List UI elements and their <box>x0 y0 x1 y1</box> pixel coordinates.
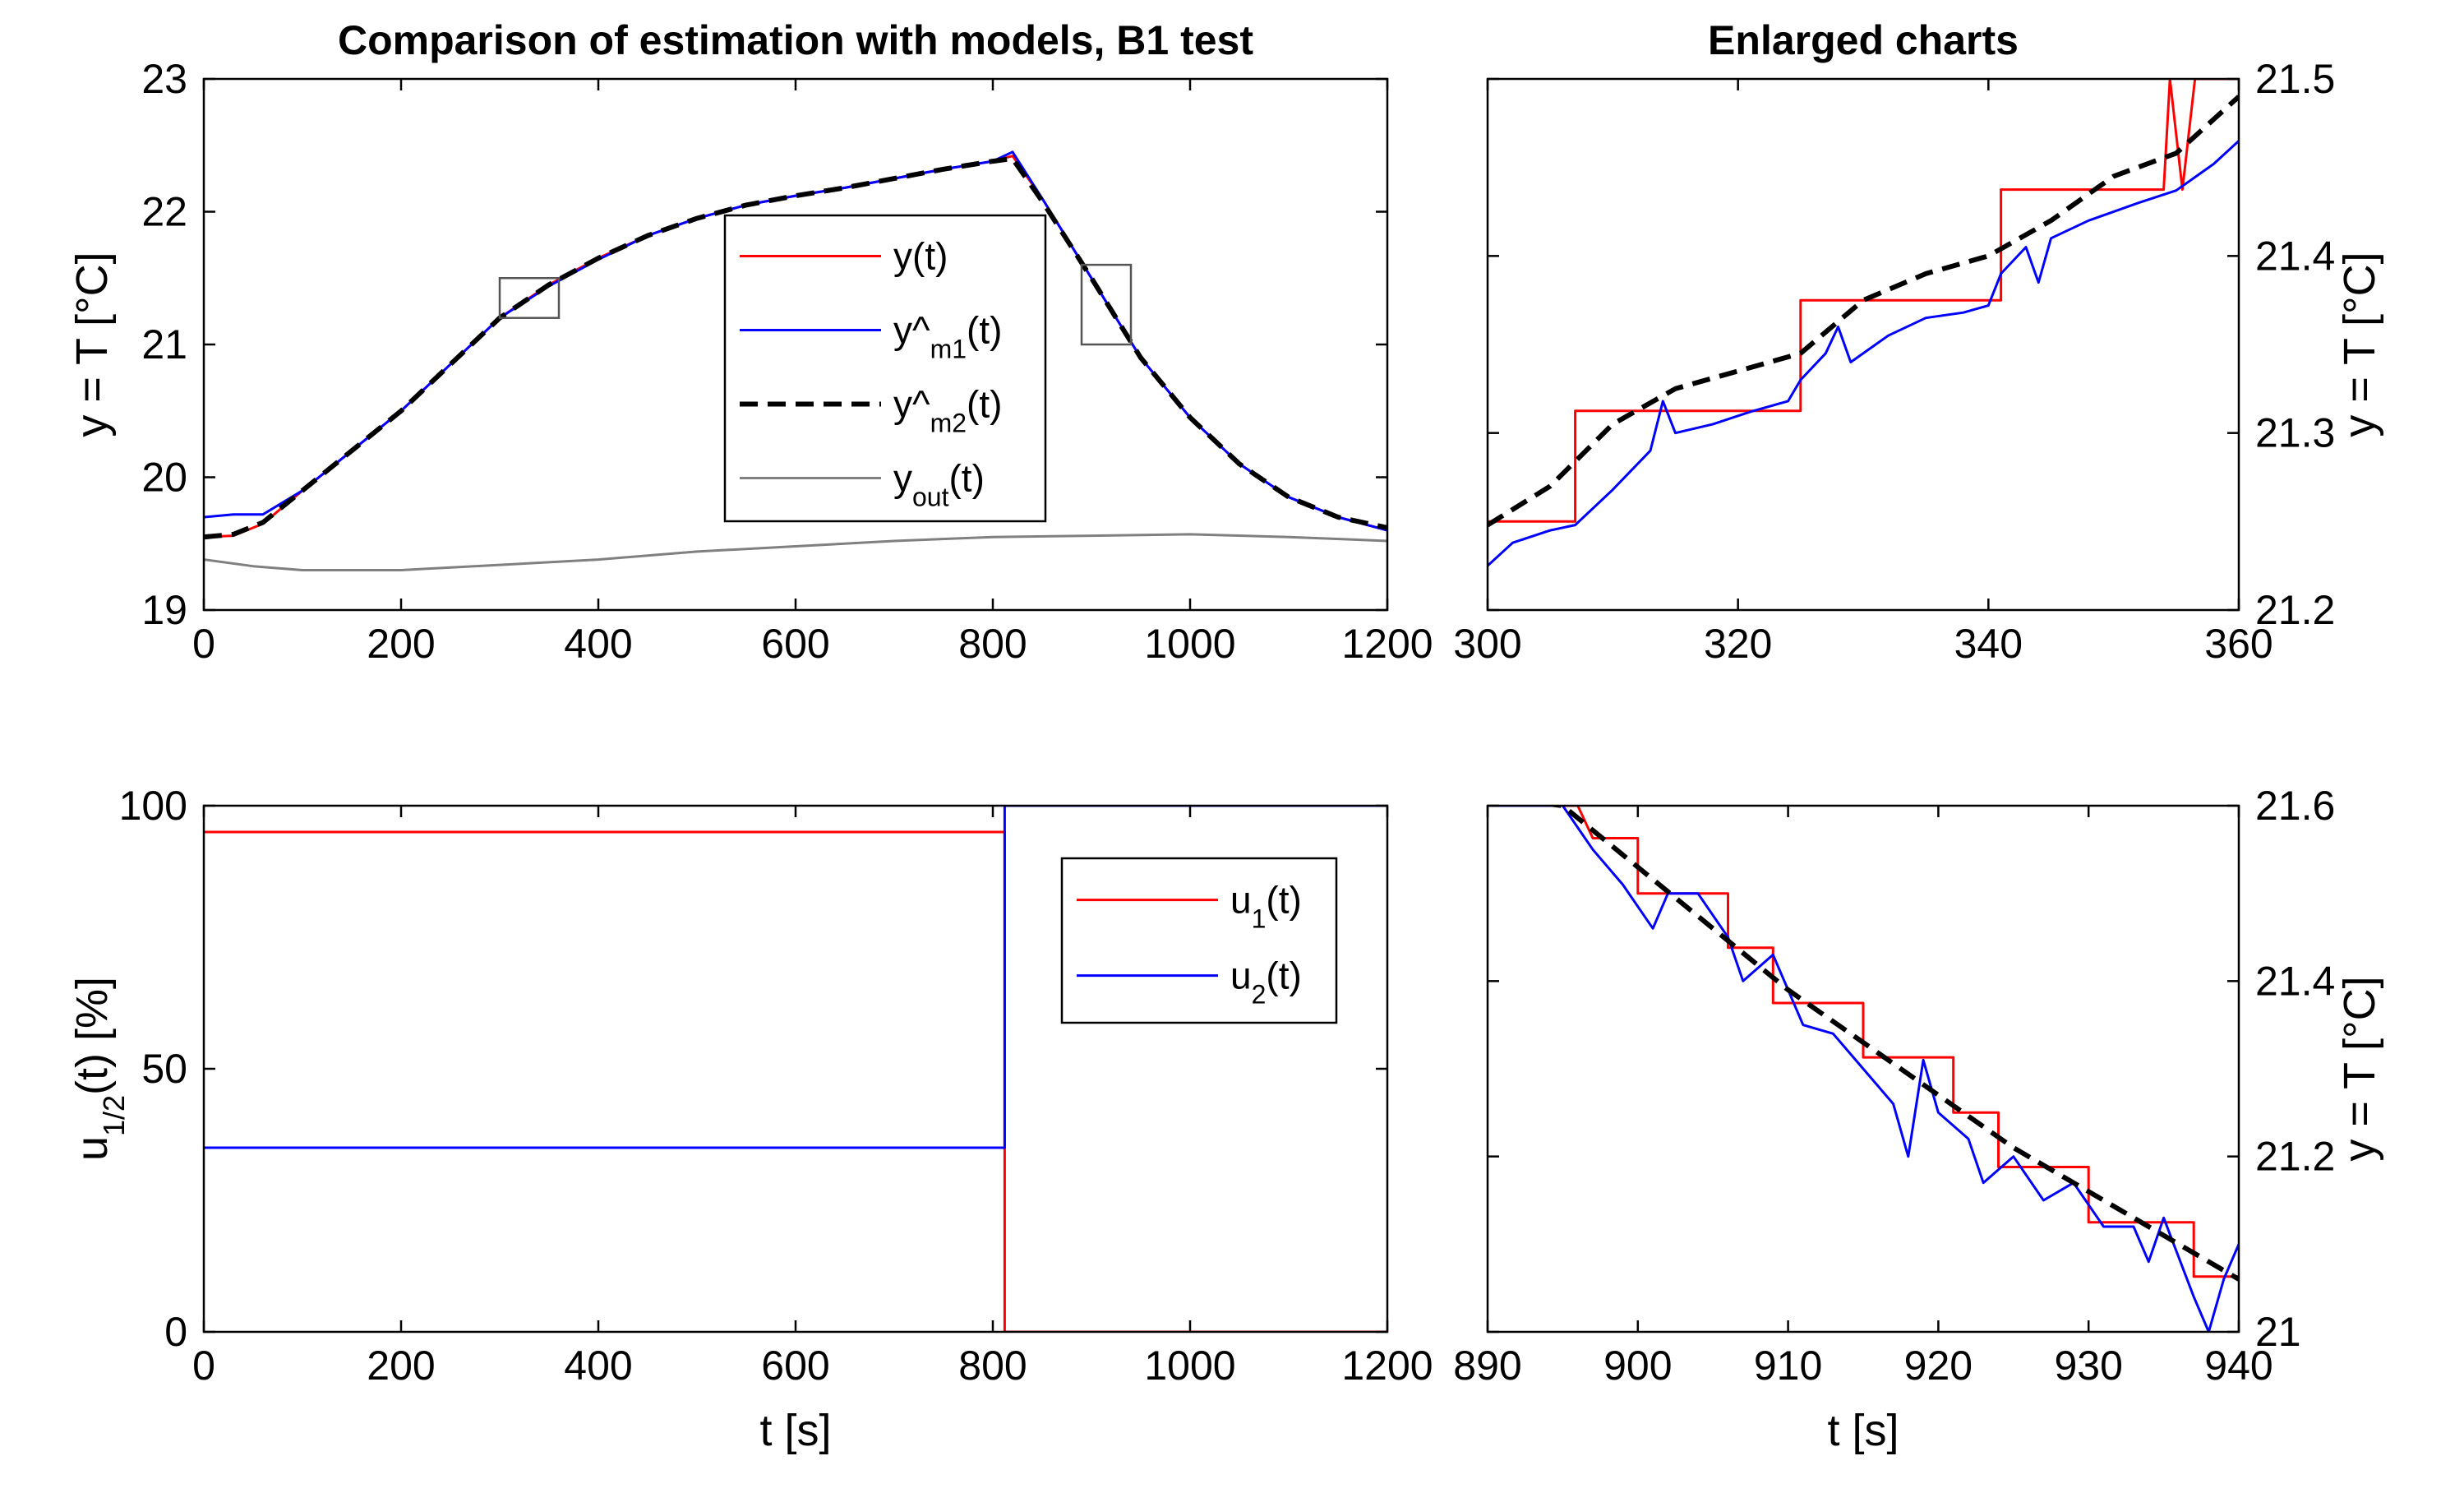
legend-label: y^m2(t) <box>893 383 1002 438</box>
series-line-y-m2-t- <box>1488 95 2239 528</box>
x-tick-label: 900 <box>1603 1343 1672 1389</box>
y-axis-label: y = T [°C] <box>2335 976 2384 1161</box>
series-line-y-m2-t- <box>204 155 1387 540</box>
panel-bottom-left: 0 200 400 600 800 1000 1200 0 50 100 t [s] u1/2(t) … <box>67 783 1433 1455</box>
x-tick-label: 200 <box>367 1343 435 1389</box>
y-tick-label: 21.4 <box>2255 233 2335 279</box>
y-tick-label: 21 <box>2255 1309 2301 1355</box>
x-tick-label: 800 <box>958 621 1027 667</box>
series-line-y-m2-t- <box>1541 806 2239 1282</box>
legend-box <box>723 214 1047 523</box>
x-tick-label: 940 <box>2204 1343 2273 1389</box>
x-tick-label: 890 <box>1453 1343 1521 1389</box>
zoom-box-2 <box>1080 263 1133 346</box>
legend-label: yout(t) <box>893 457 985 512</box>
axes-frame <box>1486 804 2240 1334</box>
panel-top-left: 0 200 400 600 800 1000 1200 19 20 21 22 23 Compariso… <box>67 17 1433 667</box>
y-tick-label: 0 <box>164 1309 187 1355</box>
x-tick-label: 1000 <box>1144 621 1235 667</box>
y-tick-label: 21.2 <box>2255 1134 2335 1180</box>
series-line-y-m1-t- <box>1488 806 2239 1332</box>
x-tick-label: 360 <box>2204 621 2273 667</box>
legend-label: y(t) <box>893 235 948 278</box>
legend: u1(t) u2(t) <box>1060 857 1338 1024</box>
series-line-u2-t- <box>204 806 1387 1149</box>
y-tick-label: 20 <box>141 455 187 501</box>
y-tick-label: 21.4 <box>2255 958 2335 1004</box>
legend-label: u2(t) <box>1230 955 1302 1010</box>
x-tick-label: 340 <box>1954 621 2023 667</box>
y-tick-label: 21 <box>141 321 187 367</box>
x-axis-label: t [s] <box>1827 1406 1899 1455</box>
axes-frame <box>1486 77 2240 612</box>
y-tick-label: 100 <box>119 783 187 829</box>
series-line-yout-t- <box>204 533 1387 571</box>
x-tick-label: 400 <box>564 1343 632 1389</box>
y-axis-label: y = T [°C] <box>67 252 117 437</box>
y-tick-label: 22 <box>141 189 187 235</box>
x-tick-label: 1200 <box>1341 621 1433 667</box>
x-axis-label: t [s] <box>759 1406 831 1455</box>
x-tick-label: 400 <box>564 621 632 667</box>
zoom-box-1 <box>498 277 561 319</box>
y-tick-label: 21.3 <box>2255 410 2335 456</box>
series-line-y-t- <box>1488 79 2239 523</box>
y-tick-label: 19 <box>141 587 187 633</box>
x-tick-label: 200 <box>367 621 435 667</box>
y-axis-label: u1/2(t) [%] <box>67 977 131 1161</box>
chart-title: Enlarged charts <box>1708 17 2019 63</box>
x-tick-label: 800 <box>958 1343 1027 1389</box>
y-tick-label: 21.2 <box>2255 587 2335 633</box>
y-tick-label: 21.6 <box>2255 783 2335 829</box>
y-tick-label: 21.5 <box>2255 56 2335 102</box>
x-tick-label: 930 <box>2054 1343 2122 1389</box>
series-line-y-m1-t- <box>1488 140 2239 567</box>
x-tick-label: 910 <box>1754 1343 1822 1389</box>
x-tick-label: 600 <box>761 621 829 667</box>
legend-box <box>1060 857 1338 1024</box>
x-tick-label: 600 <box>761 1343 829 1389</box>
y-axis-label: y = T [°C] <box>2335 252 2384 437</box>
x-tick-label: 300 <box>1453 621 1521 667</box>
y-tick-label: 50 <box>141 1046 187 1092</box>
x-tick-label: 0 <box>192 1343 215 1389</box>
y-tick-label: 23 <box>141 56 187 102</box>
legend-label: y^m1(t) <box>893 309 1002 364</box>
x-tick-label: 1200 <box>1341 1343 1433 1389</box>
x-tick-label: 320 <box>1704 621 1772 667</box>
x-tick-label: 1000 <box>1144 1343 1235 1389</box>
x-tick-label: 920 <box>1904 1343 1973 1389</box>
legend: y(t) y^m1(t) y^m2(t) yout(t) <box>723 214 1047 523</box>
x-tick-label: 0 <box>192 621 215 667</box>
chart-title: Comparison of estimation with models, B1… <box>338 17 1253 63</box>
series-line-y-t- <box>1488 806 2239 1278</box>
legend-label: u1(t) <box>1230 879 1302 934</box>
